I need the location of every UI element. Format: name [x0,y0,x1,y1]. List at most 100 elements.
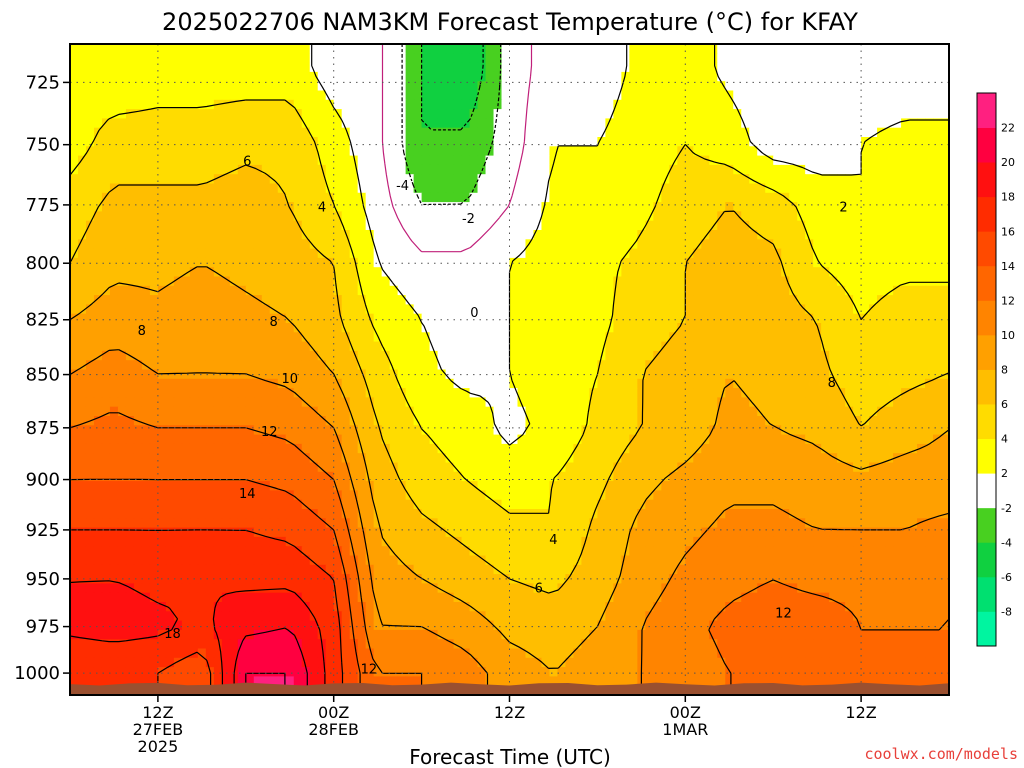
temperature-cell [245,192,255,203]
temperature-cell [629,378,638,389]
temperature-cell [741,81,750,92]
temperature-cell [421,44,431,54]
temperature-cell [765,295,774,305]
temperature-cell [125,341,135,352]
temperature-cell [397,425,407,436]
temperature-cell [221,211,231,222]
temperature-cell [829,276,838,287]
temperature-cell [637,81,646,92]
temperature-cell [237,267,247,278]
temperature-cell [509,164,519,175]
temperature-cell [925,443,934,454]
temperature-cell [77,295,87,305]
temperature-cell [85,183,95,194]
temperature-cell [301,388,311,398]
temperature-cell [197,434,207,445]
temperature-cell [653,397,662,408]
temperature-cell [445,192,455,203]
temperature-cell [613,313,622,324]
temperature-cell [117,211,127,222]
temperature-cell [621,295,630,305]
temperature-cell [349,239,359,250]
temperature-cell [733,220,742,231]
temperature-cell [621,350,630,361]
temperature-cell [101,406,111,417]
temperature-cell [405,434,415,445]
temperature-cell [925,388,934,398]
temperature-cell [277,220,287,231]
temperature-cell [909,276,918,287]
temperature-cell [405,137,415,147]
temperature-cell [285,239,295,250]
temperature-cell [565,323,575,333]
temperature-cell [485,425,495,436]
temperature-cell [837,360,846,371]
temperature-cell [549,146,559,157]
temperature-cell [93,90,103,101]
temperature-cell [669,127,678,138]
temperature-cell [877,174,886,185]
temperature-cell [445,202,455,212]
temperature-cell [317,174,327,185]
temperature-cell [741,425,750,436]
temperature-cell [789,369,798,380]
temperature-cell [70,183,79,194]
temperature-cell [509,90,519,101]
temperature-cell [85,118,95,129]
temperature-cell [277,44,287,54]
temperature-cell [101,230,111,240]
temperature-cell [149,202,159,212]
temperature-cell [893,155,902,166]
temperature-cell [277,332,287,343]
temperature-cell [517,146,527,157]
temperature-cell [181,146,191,157]
temperature-cell [765,90,774,101]
temperature-cell [669,313,678,324]
temperature-cell [509,230,519,240]
temperature-cell [269,369,279,380]
temperature-cell [685,285,694,296]
temperature-cell [685,183,694,194]
temperature-cell [301,62,311,73]
temperature-cell [341,211,351,222]
temperature-cell [749,285,758,296]
temperature-cell [893,174,902,185]
temperature-cell [765,434,774,445]
temperature-cell [453,406,463,417]
temperature-cell [573,360,583,371]
temperature-cell [661,332,670,343]
temperature-cell [357,332,367,343]
temperature-cell [373,369,383,380]
temperature-cell [205,425,215,436]
temperature-cell [549,183,559,194]
temperature-cell [813,360,822,371]
temperature-cell [205,174,215,185]
temperature-cell [301,146,311,157]
temperature-cell [573,155,583,166]
temperature-cell [909,453,918,464]
temperature-cell [397,146,407,157]
temperature-cell [173,220,183,231]
temperature-cell [421,285,431,296]
temperature-cell [157,127,167,138]
temperature-cell [773,211,782,222]
temperature-cell [677,192,686,203]
temperature-cell [245,71,255,82]
temperature-cell [413,257,423,268]
temperature-cell [157,230,167,240]
temperature-cell [525,397,535,408]
temperature-cell [933,127,942,138]
temperature-cell [917,239,926,250]
temperature-cell [277,323,287,333]
temperature-cell [197,53,207,64]
temperature-cell [461,192,471,203]
temperature-cell [277,360,287,371]
temperature-cell [165,443,175,454]
temperature-cell [477,276,487,287]
temperature-cell [245,164,255,175]
temperature-cell [245,137,255,147]
temperature-cell [133,192,143,203]
temperature-cell [157,248,167,259]
temperature-cell [885,137,894,147]
temperature-cell [413,146,423,157]
